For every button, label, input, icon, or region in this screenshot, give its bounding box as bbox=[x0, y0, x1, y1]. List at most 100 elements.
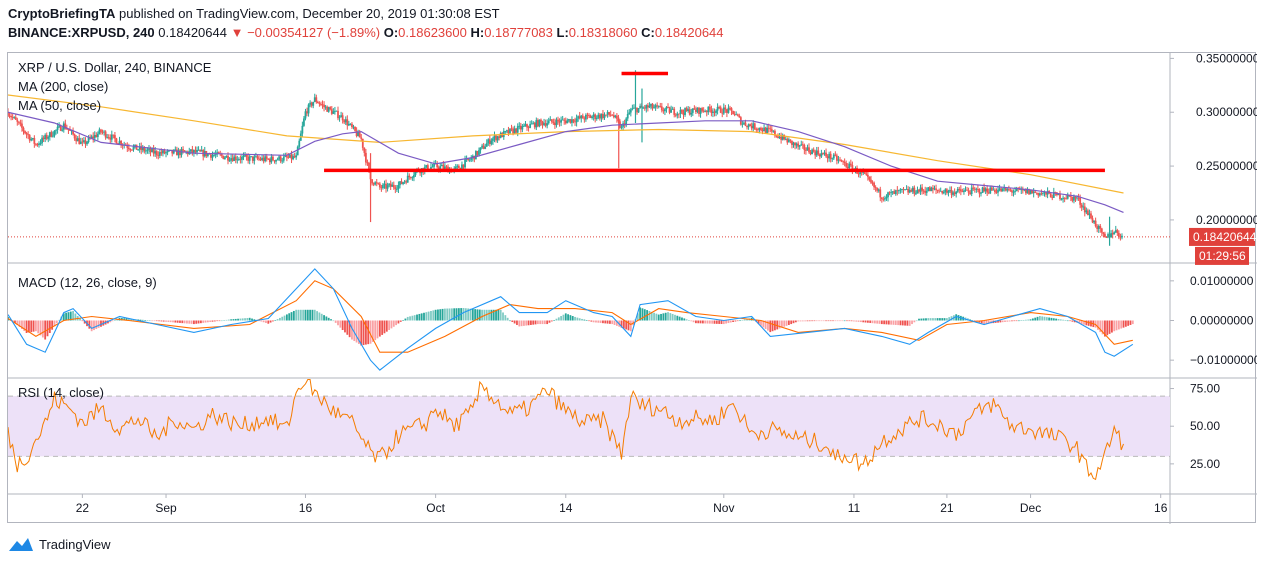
candle-body bbox=[615, 115, 618, 119]
macd-histogram-bar bbox=[425, 312, 428, 321]
candle-body bbox=[10, 116, 12, 118]
candle-body bbox=[820, 153, 823, 157]
candle-body bbox=[981, 187, 984, 193]
candle-body bbox=[1062, 197, 1064, 199]
candle-body bbox=[371, 179, 373, 184]
tradingview-logo[interactable]: TradingView bbox=[8, 536, 111, 552]
macd-histogram-bar bbox=[1025, 319, 1027, 321]
macd-histogram-bar bbox=[41, 320, 44, 338]
candle-body bbox=[343, 120, 346, 123]
macd-histogram-bar bbox=[1073, 320, 1076, 323]
candle-body bbox=[485, 143, 488, 147]
macd-histogram-bar bbox=[239, 318, 242, 321]
macd-histogram-bar bbox=[904, 320, 906, 326]
macd-histogram-bar bbox=[474, 309, 477, 321]
macd-histogram-bar bbox=[97, 320, 100, 328]
macd-histogram-bar bbox=[478, 309, 481, 321]
candle-body bbox=[814, 151, 817, 156]
candle-body bbox=[654, 105, 657, 108]
candle-body bbox=[674, 114, 677, 116]
candle-body bbox=[673, 108, 676, 115]
candle-body bbox=[340, 115, 343, 118]
candle-body bbox=[171, 149, 174, 154]
macd-histogram-bar bbox=[869, 320, 872, 323]
macd-y-tick-label: 0.00000000 bbox=[1190, 314, 1254, 328]
macd-histogram-bar bbox=[72, 310, 74, 321]
candle-body bbox=[1076, 197, 1078, 199]
candle-body bbox=[578, 116, 581, 119]
candle-body bbox=[1100, 228, 1103, 233]
candle-body bbox=[1116, 230, 1119, 233]
macd-histogram-bar bbox=[279, 317, 281, 321]
author-name[interactable]: CryptoBriefingTA bbox=[8, 6, 116, 21]
candle-body bbox=[707, 106, 710, 113]
candle-body bbox=[76, 138, 79, 142]
macd-histogram-bar bbox=[790, 320, 793, 325]
macd-histogram-bar bbox=[388, 320, 391, 331]
candle-body bbox=[440, 165, 443, 167]
candle-body bbox=[625, 118, 628, 126]
ma50-legend: MA (50, close) bbox=[18, 98, 101, 113]
candle-body bbox=[868, 176, 871, 180]
macd-histogram-bar bbox=[285, 314, 288, 321]
candle-body bbox=[490, 140, 493, 144]
candle-body bbox=[609, 114, 612, 116]
macd-histogram-bar bbox=[360, 320, 363, 346]
candle-body bbox=[270, 156, 273, 163]
macd-histogram-bar bbox=[79, 318, 81, 321]
macd-y-tick-label: −0.01000000 bbox=[1190, 353, 1257, 367]
candle-body bbox=[924, 190, 927, 193]
candle-body bbox=[969, 192, 972, 195]
macd-histogram-bar bbox=[444, 308, 446, 321]
candle-body bbox=[69, 130, 71, 131]
macd-histogram-bar bbox=[1115, 320, 1118, 331]
macd-histogram-bar bbox=[530, 320, 532, 325]
macd-histogram-bar bbox=[864, 320, 867, 323]
candle-body bbox=[955, 191, 958, 195]
candle-body bbox=[591, 116, 593, 118]
macd-histogram-bar bbox=[418, 313, 421, 321]
macd-histogram-bar bbox=[337, 320, 339, 326]
candle-body bbox=[769, 128, 772, 130]
candle-body bbox=[642, 107, 645, 109]
macd-histogram-bar bbox=[973, 320, 976, 322]
candle-body bbox=[746, 125, 748, 128]
macd-histogram-bar bbox=[83, 320, 86, 324]
candle-body bbox=[196, 149, 198, 153]
candle-body bbox=[825, 152, 827, 157]
candle-body bbox=[645, 105, 648, 109]
macd-histogram-bar bbox=[1057, 319, 1060, 321]
candle-body bbox=[896, 190, 899, 192]
candle-body bbox=[143, 147, 146, 152]
macd-histogram-bar bbox=[541, 320, 544, 325]
macd-histogram-bar bbox=[936, 318, 939, 321]
candle-body bbox=[75, 138, 78, 142]
macd-histogram-bar bbox=[469, 308, 472, 321]
candle-body bbox=[65, 128, 68, 130]
candle-body bbox=[464, 159, 466, 168]
macd-histogram-bar bbox=[841, 320, 844, 322]
candle-body bbox=[92, 136, 95, 139]
candle-body bbox=[141, 147, 144, 151]
candle-body bbox=[803, 144, 806, 151]
macd-histogram-bar bbox=[395, 320, 398, 326]
macd-histogram-bar bbox=[109, 320, 112, 323]
macd-histogram-bar bbox=[311, 309, 314, 321]
candle-body bbox=[899, 189, 902, 191]
candle-body bbox=[56, 126, 59, 130]
candle-body bbox=[374, 182, 377, 185]
candle-body bbox=[845, 162, 848, 167]
candle-body bbox=[1086, 210, 1089, 215]
candle-body bbox=[712, 111, 714, 114]
candle-body bbox=[28, 135, 31, 141]
candle-body bbox=[437, 167, 440, 170]
macd-histogram-bar bbox=[167, 320, 170, 322]
macd-histogram-bar bbox=[330, 319, 332, 321]
candle-body bbox=[14, 117, 17, 120]
candle-body bbox=[439, 166, 442, 170]
candle-body bbox=[533, 122, 536, 128]
candle-body bbox=[52, 135, 54, 137]
candle-body bbox=[459, 168, 462, 170]
macd-histogram-bar bbox=[681, 317, 683, 321]
chart-canvas[interactable]: 0.35000000 0.30000000 0.25000000 0.20000000… bbox=[8, 53, 1257, 524]
